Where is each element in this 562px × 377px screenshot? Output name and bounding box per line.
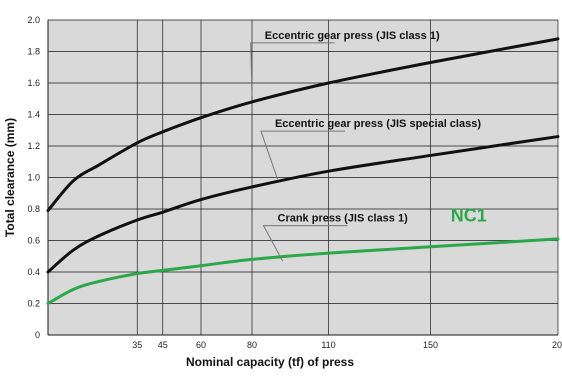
series-line — [46, 135, 560, 274]
annotations: Eccentric gear press (JIS class 1) Eccent… — [250, 30, 481, 262]
series-annotation-label: Eccentric gear press (JIS special class) — [275, 118, 481, 130]
x-axis-ticks: 35 45 60 80 110 150 20 — [132, 340, 562, 350]
y-axis-ticks: 0 0.2 0.4 0.6 0.8 1.0 1.2 1.4 1.6 1.8 2.0 — [27, 15, 40, 340]
x-tick-label: 150 — [423, 340, 438, 350]
y-tick-label: 1.6 — [27, 78, 40, 88]
x-tick-label: 60 — [196, 340, 206, 350]
y-tick-label: 1.8 — [27, 47, 40, 57]
y-tick-label: 1.0 — [27, 173, 40, 183]
annotation-leader-line — [250, 42, 335, 96]
x-tick-label: 110 — [321, 340, 335, 350]
y-tick-label: 0 — [35, 330, 40, 340]
grid-lines — [47, 19, 559, 336]
y-tick-label: 1.2 — [27, 141, 40, 151]
annotation-leader-line — [260, 130, 345, 180]
y-tick-label: 0.8 — [27, 204, 40, 214]
annotation-leader-line — [262, 225, 348, 262]
y-tick-label: 0.4 — [27, 267, 40, 277]
brand-label: NC1 — [451, 206, 487, 226]
series-line — [46, 237, 560, 305]
x-tick-label: 80 — [247, 340, 257, 350]
x-tick-label: 35 — [132, 340, 142, 350]
series-annotation-label: Crank press (JIS class 1) — [278, 213, 409, 225]
x-axis-title: Nominal capacity (tf) of press — [186, 355, 354, 369]
series-line — [46, 37, 560, 213]
x-tick-label: 20 — [552, 340, 562, 350]
x-tick-label: 45 — [158, 340, 168, 350]
y-tick-label: 0.2 — [27, 299, 40, 309]
y-tick-label: 1.4 — [27, 110, 40, 120]
y-tick-label: 2.0 — [27, 15, 40, 25]
series-annotation-label: Eccentric gear press (JIS class 1) — [265, 30, 440, 42]
y-tick-label: 0.6 — [27, 236, 40, 246]
series-lines — [46, 37, 560, 305]
y-axis-title: Total clearance (mm) — [3, 118, 17, 237]
